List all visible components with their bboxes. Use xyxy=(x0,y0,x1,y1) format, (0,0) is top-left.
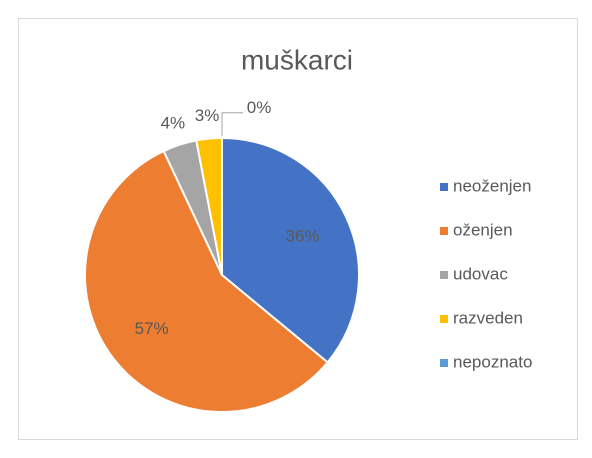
legend-label: neoženjen xyxy=(453,176,531,195)
data-label: 0% xyxy=(247,98,272,117)
legend-label: nepoznato xyxy=(453,352,532,371)
leader-line xyxy=(221,112,244,136)
data-label: 4% xyxy=(161,113,186,132)
chart-title: muškarci xyxy=(241,44,353,75)
legend-swatch xyxy=(440,359,448,367)
legend-label: udovac xyxy=(453,264,508,283)
pie-slice xyxy=(221,136,360,364)
pie-slice xyxy=(84,149,329,413)
data-label: 36% xyxy=(286,227,320,246)
data-label: 57% xyxy=(135,319,169,338)
legend-swatch xyxy=(440,315,448,323)
legend-label: oženjen xyxy=(453,220,513,239)
legend-swatch xyxy=(440,271,448,279)
legend-swatch xyxy=(440,227,448,235)
data-label: 3% xyxy=(195,106,220,125)
legend-label: razveden xyxy=(453,308,523,327)
legend-swatch xyxy=(440,183,448,191)
